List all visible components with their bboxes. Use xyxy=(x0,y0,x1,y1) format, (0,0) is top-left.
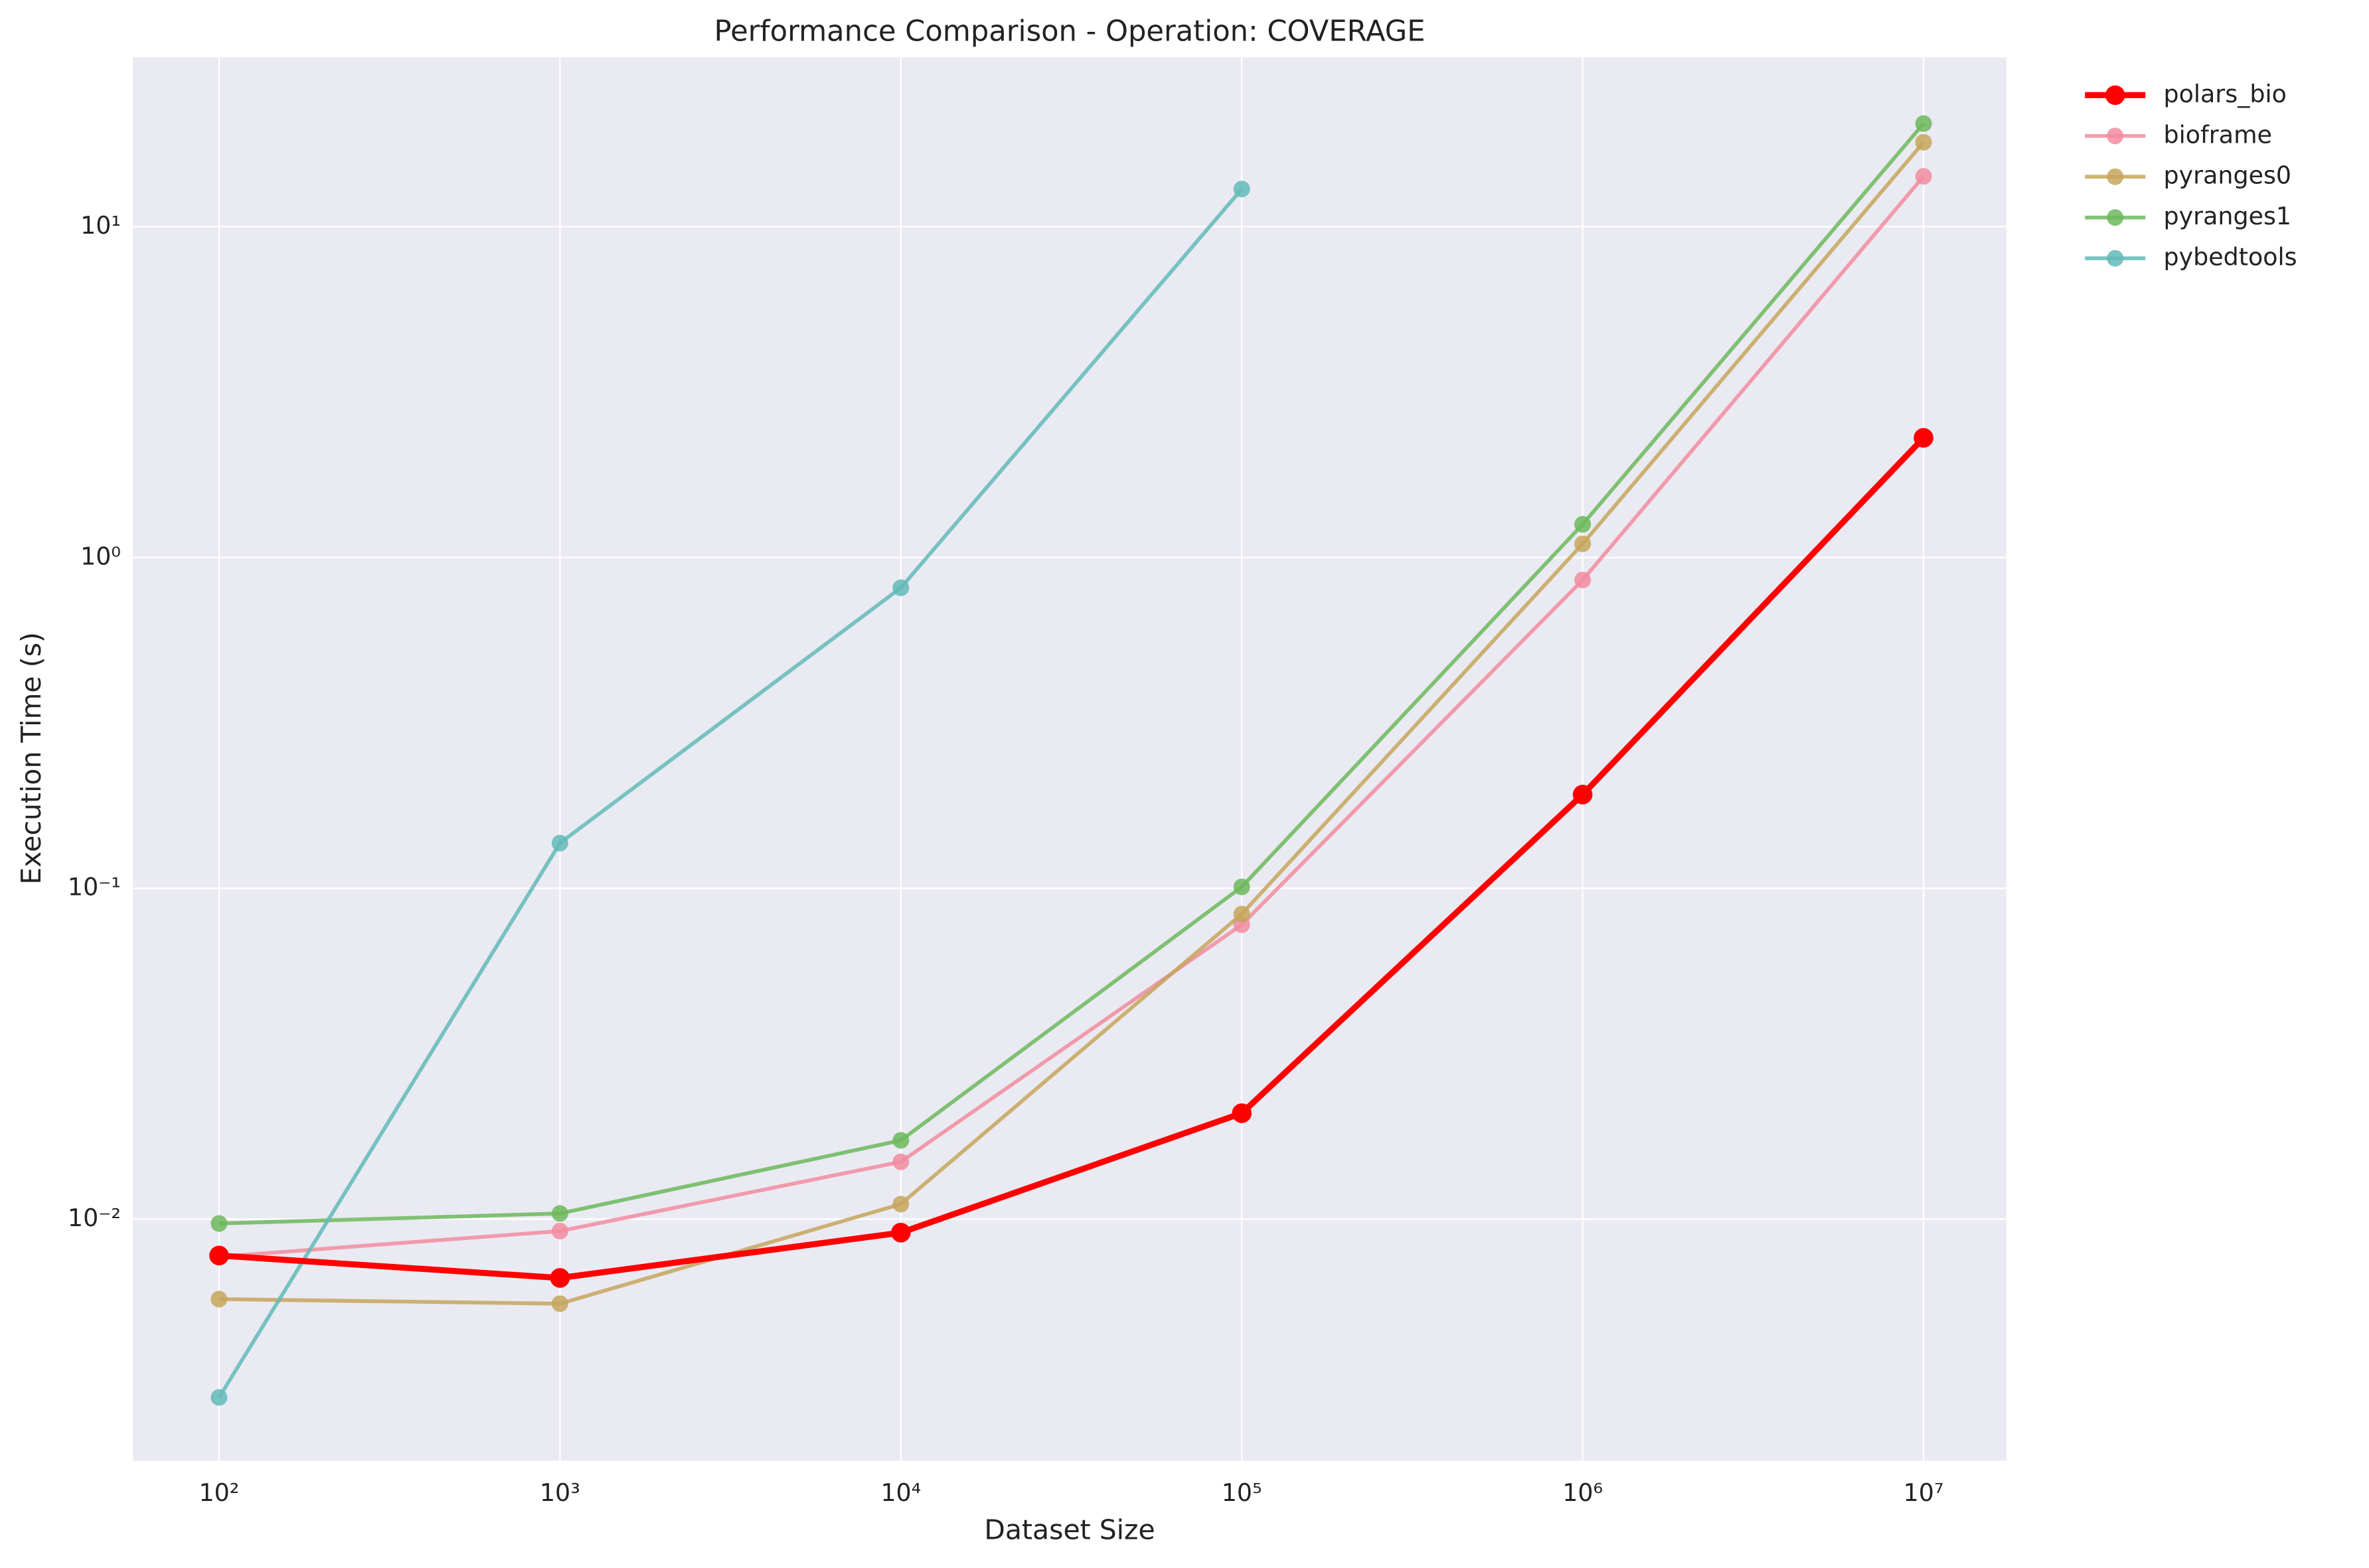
series-line xyxy=(218,435,1926,1281)
data-point xyxy=(210,1215,228,1232)
x-tick-label: 10² xyxy=(199,1478,239,1507)
data-point xyxy=(892,1132,910,1149)
y-tick-label: 10¹ xyxy=(80,211,121,240)
data-point xyxy=(892,579,910,596)
legend-marker xyxy=(2105,85,2125,106)
legend-label: polars_bio xyxy=(2164,80,2287,108)
plot-area xyxy=(133,57,2006,1461)
series-line xyxy=(218,175,1925,1259)
series-line xyxy=(218,141,1925,1306)
y-tick-label: 10⁻¹ xyxy=(68,873,121,902)
x-tick-label: 10⁷ xyxy=(1904,1478,1944,1507)
series-line xyxy=(217,187,1244,1399)
data-point xyxy=(1915,115,1932,132)
grid: 10² 10³ 10⁴ 10⁵ 10⁶ 10⁷ 10⁻² 10⁻¹ 10⁰ 10¹ xyxy=(68,57,2006,1507)
data-point xyxy=(1915,168,1932,185)
legend-label: bioframe xyxy=(2164,120,2272,149)
data-point xyxy=(551,1222,568,1239)
legend-label: pyranges0 xyxy=(2164,161,2292,190)
data-point xyxy=(1915,133,1932,151)
data-point xyxy=(1233,181,1250,198)
y-axis-label: Execution Time (s) xyxy=(15,632,47,884)
legend-label: pybedtools xyxy=(2164,243,2297,272)
x-tick-label: 10⁴ xyxy=(880,1478,921,1507)
data-point xyxy=(1233,905,1250,923)
x-tick-label: 10³ xyxy=(540,1478,580,1507)
data-point xyxy=(1574,535,1592,552)
data-point xyxy=(1233,878,1250,896)
x-tick-label: 10⁶ xyxy=(1562,1478,1603,1507)
data-point xyxy=(1914,428,1933,448)
data-point xyxy=(210,1389,228,1406)
data-point xyxy=(1572,785,1593,805)
y-tick-label: 10⁻² xyxy=(68,1204,121,1232)
legend-label: pyranges1 xyxy=(2164,202,2292,230)
series-line xyxy=(218,122,1925,1225)
series-group xyxy=(209,115,1933,1406)
data-point xyxy=(891,1223,911,1243)
data-point xyxy=(551,1205,568,1222)
legend-marker xyxy=(2107,127,2124,145)
legend-marker xyxy=(2107,250,2124,267)
legend-marker xyxy=(2107,168,2124,185)
data-point xyxy=(210,1291,228,1308)
y-tick-label: 10⁰ xyxy=(80,542,121,570)
x-axis-label: Dataset Size xyxy=(984,1514,1155,1545)
data-point xyxy=(209,1245,229,1266)
data-point xyxy=(1232,1103,1252,1123)
data-point xyxy=(1574,572,1592,589)
data-point xyxy=(551,834,568,852)
data-point xyxy=(550,1268,570,1288)
data-point xyxy=(1574,516,1592,533)
legend-marker xyxy=(2107,209,2124,226)
x-tick-label: 10⁵ xyxy=(1222,1478,1262,1507)
chart-title: Performance Comparison - Operation: COVE… xyxy=(714,15,1426,48)
data-point xyxy=(551,1295,568,1312)
data-point xyxy=(892,1153,910,1170)
data-point xyxy=(892,1196,910,1213)
legend: polars_bio bioframe pyranges0 pyranges1 pybe… xyxy=(2085,80,2297,272)
